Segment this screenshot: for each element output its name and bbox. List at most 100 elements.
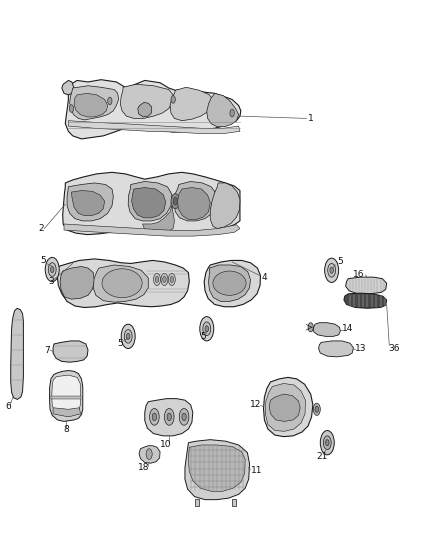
- Circle shape: [152, 413, 156, 421]
- Text: 21: 21: [316, 452, 327, 461]
- Text: 14: 14: [342, 324, 353, 333]
- Circle shape: [315, 406, 318, 413]
- Circle shape: [313, 403, 320, 415]
- Circle shape: [328, 263, 336, 277]
- Polygon shape: [63, 172, 240, 235]
- Polygon shape: [207, 93, 239, 127]
- Text: 12: 12: [250, 400, 261, 409]
- Text: 18: 18: [138, 463, 150, 472]
- Circle shape: [153, 273, 160, 286]
- Polygon shape: [70, 86, 119, 120]
- Polygon shape: [93, 265, 148, 302]
- Circle shape: [121, 324, 135, 349]
- Circle shape: [124, 329, 132, 343]
- Circle shape: [182, 413, 186, 421]
- Polygon shape: [128, 181, 172, 221]
- Polygon shape: [188, 445, 245, 491]
- Polygon shape: [68, 120, 240, 134]
- Polygon shape: [208, 265, 251, 302]
- Circle shape: [167, 413, 171, 421]
- Polygon shape: [52, 375, 81, 414]
- Circle shape: [171, 95, 175, 103]
- Circle shape: [164, 408, 174, 425]
- Circle shape: [161, 273, 168, 286]
- Polygon shape: [177, 188, 210, 220]
- Circle shape: [173, 197, 177, 205]
- Text: 4: 4: [261, 273, 267, 281]
- Circle shape: [108, 97, 112, 105]
- Text: 36: 36: [389, 344, 400, 353]
- Polygon shape: [132, 188, 166, 218]
- Polygon shape: [269, 394, 300, 422]
- Polygon shape: [60, 266, 95, 299]
- Text: 5: 5: [337, 257, 343, 266]
- Polygon shape: [195, 499, 199, 506]
- Text: 11: 11: [251, 465, 262, 474]
- Polygon shape: [344, 293, 387, 308]
- Circle shape: [171, 193, 180, 209]
- Polygon shape: [318, 341, 353, 357]
- Circle shape: [325, 440, 329, 446]
- Polygon shape: [74, 93, 108, 117]
- Polygon shape: [185, 440, 250, 499]
- Polygon shape: [210, 183, 240, 229]
- Circle shape: [230, 109, 234, 117]
- Circle shape: [168, 273, 175, 286]
- Polygon shape: [53, 408, 81, 417]
- Circle shape: [200, 317, 214, 341]
- Polygon shape: [49, 370, 83, 422]
- Text: 8: 8: [64, 425, 69, 434]
- Circle shape: [320, 431, 334, 455]
- Circle shape: [155, 277, 159, 282]
- Circle shape: [162, 277, 166, 282]
- Polygon shape: [174, 181, 217, 221]
- Text: 5: 5: [118, 340, 124, 349]
- Circle shape: [69, 105, 74, 112]
- Polygon shape: [65, 79, 241, 139]
- Polygon shape: [120, 84, 173, 118]
- Polygon shape: [265, 383, 305, 431]
- Text: 5: 5: [40, 256, 46, 265]
- Circle shape: [170, 277, 173, 282]
- Text: 7: 7: [44, 345, 49, 354]
- Circle shape: [330, 267, 333, 273]
- Polygon shape: [313, 322, 340, 336]
- Polygon shape: [138, 102, 152, 117]
- Polygon shape: [71, 191, 105, 216]
- Circle shape: [45, 257, 59, 281]
- Polygon shape: [232, 499, 237, 506]
- Polygon shape: [264, 377, 313, 437]
- Text: 10: 10: [160, 440, 172, 449]
- Text: 1: 1: [307, 114, 313, 123]
- Circle shape: [205, 326, 208, 332]
- Polygon shape: [51, 395, 81, 399]
- Circle shape: [50, 266, 54, 272]
- Text: 5: 5: [201, 332, 206, 341]
- Circle shape: [146, 449, 152, 459]
- Circle shape: [48, 263, 56, 277]
- Circle shape: [127, 333, 130, 340]
- Circle shape: [179, 408, 189, 425]
- Circle shape: [150, 408, 159, 425]
- Polygon shape: [53, 341, 88, 362]
- Polygon shape: [62, 80, 74, 95]
- Text: 3: 3: [48, 277, 53, 286]
- Polygon shape: [139, 446, 160, 463]
- Polygon shape: [67, 183, 113, 221]
- Polygon shape: [204, 261, 261, 307]
- Polygon shape: [57, 259, 189, 308]
- Polygon shape: [64, 224, 240, 236]
- Ellipse shape: [102, 269, 142, 297]
- Circle shape: [325, 258, 339, 282]
- Polygon shape: [143, 206, 174, 234]
- Polygon shape: [145, 399, 193, 436]
- Polygon shape: [346, 277, 387, 294]
- Ellipse shape: [213, 271, 246, 295]
- Polygon shape: [11, 308, 23, 399]
- Circle shape: [308, 322, 313, 332]
- Text: 2: 2: [38, 224, 44, 233]
- Polygon shape: [170, 87, 214, 120]
- Text: 13: 13: [355, 344, 367, 353]
- Circle shape: [203, 322, 211, 336]
- Text: 6: 6: [6, 402, 11, 411]
